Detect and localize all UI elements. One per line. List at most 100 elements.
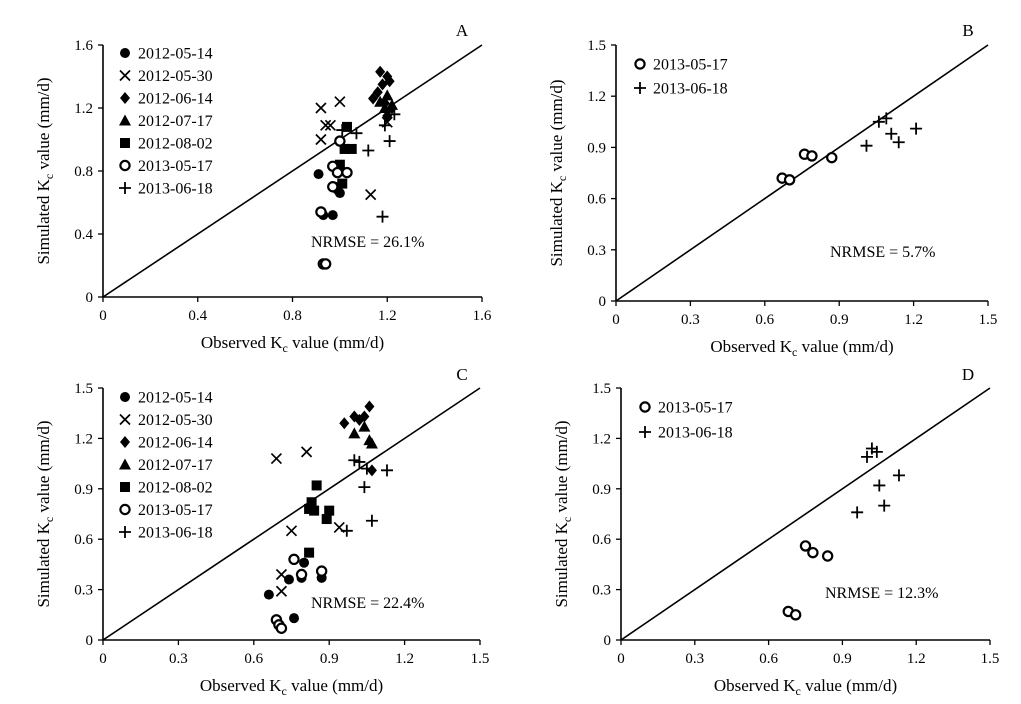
legend-marker xyxy=(119,413,131,426)
data-point xyxy=(358,481,371,494)
data-point xyxy=(334,188,345,199)
x-axis-label: Observed Kc value (mm/d) xyxy=(714,676,897,698)
data-point xyxy=(851,506,864,519)
y-tick-label: 0.4 xyxy=(74,227,93,243)
panel-a: 0 0.4 0.8 1.2 1.6 0 0.4 0.8 1.2 1.6 Observed Kc va… xyxy=(34,21,492,355)
point-ring xyxy=(821,550,834,562)
y-tick-label: 0.9 xyxy=(587,140,606,156)
y-tick-label: 1.2 xyxy=(592,431,611,447)
data-point xyxy=(289,613,300,624)
legend-marker xyxy=(639,426,651,438)
data-point xyxy=(358,420,371,432)
legend-label: 2012-08-02 xyxy=(138,136,213,153)
legend-marker xyxy=(119,458,131,470)
data-point xyxy=(324,505,335,516)
legend-marker xyxy=(120,92,130,104)
y-axis-label: Simulated Kc value (mm/d) xyxy=(34,420,56,607)
data-point xyxy=(789,609,802,621)
data-point xyxy=(275,568,288,581)
data-point xyxy=(366,464,377,477)
data-point xyxy=(365,437,378,449)
point-ring xyxy=(826,151,838,164)
point-ring xyxy=(789,609,802,621)
legend-label: 2013-05-17 xyxy=(138,158,213,175)
data-point xyxy=(315,565,328,577)
panel-c: 0 0.3 0.6 0.9 1.2 1.5 0 0.3 0.6 0.9 1.2 1.5 Observed… xyxy=(34,365,489,698)
x-axis-label: Observed Kc value (mm/d) xyxy=(710,337,893,359)
legend-label: 2012-05-14 xyxy=(138,390,213,407)
legend-label: 2013-06-18 xyxy=(658,425,733,442)
series-2012-06-14 xyxy=(339,400,377,477)
point-ring xyxy=(119,159,131,172)
legend-label: 2012-07-17 xyxy=(138,113,213,130)
series-2012-08-02 xyxy=(304,480,335,558)
data-point xyxy=(892,469,905,482)
data-point xyxy=(339,143,350,154)
one-to-one-line xyxy=(620,387,991,641)
data-point xyxy=(321,514,332,525)
legend-marker xyxy=(634,58,646,70)
legend-marker xyxy=(120,138,130,148)
y-axis-label: Simulated Kc value (mm/d) xyxy=(547,79,569,266)
legend-marker xyxy=(119,526,131,538)
data-point xyxy=(288,553,300,566)
point-ring xyxy=(806,150,818,162)
x-tick-label: 1.5 xyxy=(979,312,998,328)
legend-label: 2013-05-17 xyxy=(653,57,728,74)
data-point xyxy=(313,169,324,180)
series-2013-05-17 xyxy=(270,553,328,634)
point-ring xyxy=(275,622,288,634)
legend-label: 2013-06-18 xyxy=(138,181,213,198)
y-tick-label: 1.5 xyxy=(74,381,93,397)
data-point xyxy=(378,102,391,113)
data-point xyxy=(885,127,898,140)
legend-marker xyxy=(119,503,131,516)
x-tick-label: 0.9 xyxy=(320,651,339,667)
data-point xyxy=(365,189,377,201)
point-ring xyxy=(639,401,651,413)
x-tick-label: 1.2 xyxy=(395,651,414,667)
point-ring xyxy=(807,546,819,559)
data-point xyxy=(348,454,361,467)
data-point xyxy=(374,95,387,107)
data-point xyxy=(334,135,346,147)
nrmse-annotation: NRMSE = 22.4% xyxy=(311,595,424,612)
data-point xyxy=(388,108,401,121)
data-point xyxy=(872,115,885,128)
series-2013-05-17 xyxy=(782,540,834,621)
data-point xyxy=(311,480,322,491)
legend: 2012-05-14 2012-05-30 2012-06-14 2012-07-17… xyxy=(119,46,213,198)
legend-marker xyxy=(120,392,130,402)
x-axis-label: Observed Kc value (mm/d) xyxy=(201,333,384,355)
y-tick-label: 0 xyxy=(86,633,94,649)
data-point xyxy=(870,445,883,458)
y-axis-label: Simulated Kc value (mm/d) xyxy=(34,77,56,264)
y-tick-label: 0 xyxy=(604,633,612,649)
data-point xyxy=(372,86,383,99)
data-point xyxy=(304,503,315,514)
point-ring xyxy=(288,553,300,566)
legend-label: 2013-06-18 xyxy=(138,525,213,542)
data-point xyxy=(353,455,366,468)
data-point xyxy=(910,122,923,135)
point-ring xyxy=(341,166,353,179)
legend-marker xyxy=(119,69,131,82)
data-point xyxy=(339,417,350,430)
legend-label: 2012-05-14 xyxy=(138,46,213,63)
series-2013-06-18 xyxy=(860,112,923,152)
x-tick-label: 1.6 xyxy=(473,308,492,324)
legend-marker xyxy=(120,482,130,492)
data-point xyxy=(892,136,905,149)
data-point xyxy=(340,524,353,537)
data-point xyxy=(873,479,886,492)
y-tick-label: 0.3 xyxy=(74,583,93,599)
data-point xyxy=(365,514,378,527)
x-tick-label: 0.9 xyxy=(833,651,852,667)
data-point xyxy=(270,452,283,465)
x-tick-label: 0.4 xyxy=(188,308,207,324)
data-point xyxy=(360,462,373,475)
data-point xyxy=(383,135,396,148)
data-point xyxy=(275,585,288,597)
legend-label: 2013-05-17 xyxy=(658,400,733,417)
